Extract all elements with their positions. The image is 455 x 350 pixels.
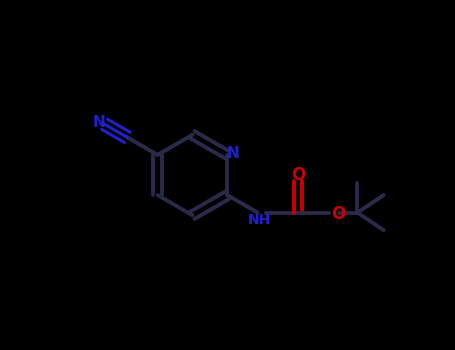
Text: N: N (227, 146, 240, 161)
Text: O: O (291, 166, 305, 184)
Text: NH: NH (248, 212, 271, 227)
Text: N: N (93, 115, 106, 130)
Text: O: O (331, 205, 345, 223)
